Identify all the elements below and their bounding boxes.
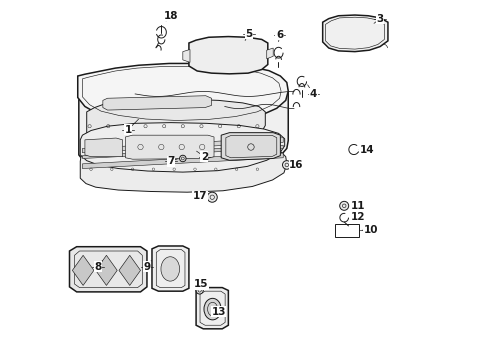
Polygon shape — [119, 255, 140, 285]
Text: 8: 8 — [94, 262, 102, 272]
Polygon shape — [80, 139, 286, 192]
Polygon shape — [196, 288, 228, 329]
Polygon shape — [183, 49, 190, 62]
Ellipse shape — [196, 287, 203, 294]
Text: 6: 6 — [275, 30, 283, 40]
Text: 18: 18 — [163, 11, 178, 21]
Polygon shape — [152, 246, 188, 291]
Polygon shape — [79, 65, 287, 174]
Text: 10: 10 — [363, 225, 377, 235]
Polygon shape — [188, 37, 267, 74]
Ellipse shape — [203, 298, 221, 320]
Text: 13: 13 — [211, 307, 225, 317]
Text: 3: 3 — [376, 14, 383, 24]
Polygon shape — [125, 135, 214, 159]
Polygon shape — [266, 48, 273, 59]
Polygon shape — [102, 96, 211, 110]
Text: 5: 5 — [244, 29, 252, 39]
Text: 7: 7 — [167, 156, 174, 166]
Polygon shape — [82, 145, 283, 158]
Ellipse shape — [282, 161, 290, 169]
Text: 1: 1 — [124, 125, 131, 135]
Polygon shape — [80, 123, 284, 172]
Text: 14: 14 — [359, 144, 374, 154]
Text: 4: 4 — [309, 89, 316, 99]
Polygon shape — [322, 15, 387, 51]
Polygon shape — [72, 255, 94, 285]
Text: 11: 11 — [350, 201, 365, 211]
Ellipse shape — [161, 257, 179, 281]
Text: 12: 12 — [350, 212, 365, 221]
Polygon shape — [82, 153, 283, 168]
Polygon shape — [78, 63, 287, 125]
Polygon shape — [96, 255, 117, 285]
Polygon shape — [86, 99, 265, 148]
Polygon shape — [69, 247, 147, 292]
Polygon shape — [221, 133, 280, 160]
Ellipse shape — [207, 192, 217, 202]
Text: 9: 9 — [143, 262, 150, 272]
Text: 2: 2 — [200, 152, 207, 162]
Ellipse shape — [339, 201, 348, 210]
Text: 16: 16 — [289, 160, 303, 170]
Polygon shape — [82, 138, 283, 153]
Text: 15: 15 — [193, 279, 207, 289]
Text: 17: 17 — [192, 191, 206, 201]
Ellipse shape — [179, 155, 185, 162]
Polygon shape — [85, 138, 122, 157]
